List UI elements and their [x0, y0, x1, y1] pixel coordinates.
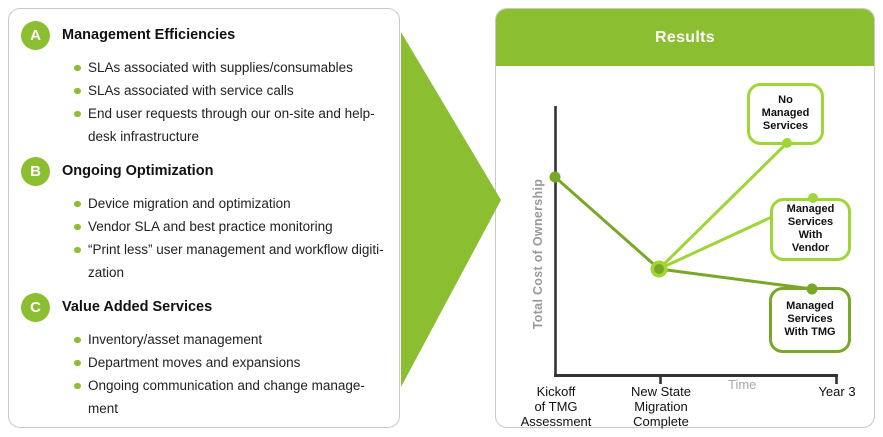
callout-label-no-managed-services: No Managed Services [761, 94, 810, 132]
bullet-item: Device migration and optimization [74, 192, 387, 215]
badge-c: C [21, 292, 50, 322]
section-header: B Ongoing Optimization [21, 156, 387, 186]
services-panel: A Management Efficiencies SLAs associate… [8, 8, 400, 428]
flow-arrow-shape [401, 32, 501, 387]
results-header: Results [496, 9, 874, 66]
bullet-list: Device migration and optimization Vendor… [21, 192, 387, 284]
bullet-item: Vendor SLA and best practice monitoring [74, 215, 387, 238]
x-tick-label-migration: New State Migration Complete [631, 384, 691, 429]
section-title-ongoing-optimization: Ongoing Optimization [62, 163, 214, 179]
badge-a: A [21, 20, 50, 50]
section-header: C Value Added Services [21, 292, 387, 322]
y-axis-label: Total Cost of Ownership [531, 178, 545, 330]
callout-label-managed-services-vendor: Managed Services With Vendor [786, 203, 835, 254]
bullet-item: SLAs associated with supplies/consumable… [74, 56, 387, 79]
bullet-item: End user requests through our on-site an… [74, 102, 387, 148]
bullet-item: SLAs associated with service calls [74, 79, 387, 102]
section-header: A Management Efficiencies [21, 20, 387, 50]
section-title-value-added-services: Value Added Services [62, 299, 213, 315]
section-management-efficiencies: A Management Efficiencies SLAs associate… [21, 20, 387, 148]
bullet-list: SLAs associated with supplies/consumable… [21, 56, 387, 148]
x-tick-label-kickoff: Kickoff of TMG Assessment [520, 384, 592, 429]
bullet-item: Ongoing communication and change manage-… [74, 374, 387, 420]
bullet-item: Department moves and expansions [74, 351, 387, 374]
bullet-item: “Print less” user management and workflo… [74, 238, 387, 284]
badge-b: B [21, 156, 50, 186]
bullet-list: Inventory/asset management Department mo… [21, 328, 387, 420]
callout-label-managed-services-tmg: Managed Services With TMG [784, 300, 836, 338]
x-axis-label-time: Time [728, 377, 757, 392]
section-title-management-efficiencies: Management Efficiencies [62, 27, 236, 43]
section-value-added-services: C Value Added Services Inventory/asset m… [21, 292, 387, 420]
flow-arrow [401, 32, 501, 387]
section-ongoing-optimization: B Ongoing Optimization Device migration … [21, 156, 387, 284]
bullet-item: Inventory/asset management [74, 328, 387, 351]
x-tick-label-year3: Year 3 [818, 384, 856, 399]
